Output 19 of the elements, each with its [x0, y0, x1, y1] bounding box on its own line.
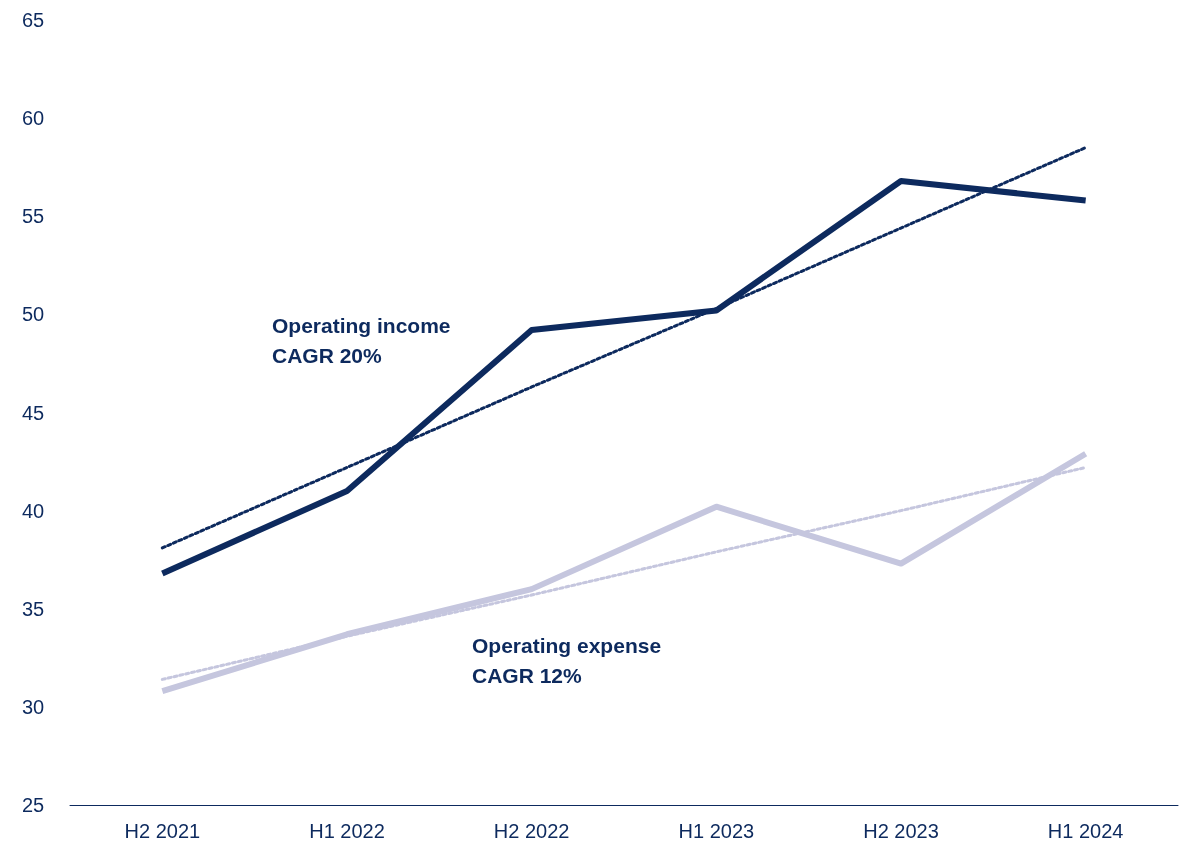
y-tick-label: 30: [22, 695, 45, 718]
annotation: CAGR 12%: [472, 663, 583, 687]
y-tick-label: 60: [22, 107, 45, 130]
y-tick-label: 45: [22, 401, 45, 424]
y-tick-label: 50: [22, 303, 45, 326]
y-tick-label: 25: [22, 794, 45, 816]
text: Operating income: [272, 313, 451, 337]
x-tick-label: H2 2023: [863, 820, 939, 842]
series-label: Operating expense: [472, 633, 662, 657]
annotation: CAGR 20%: [272, 343, 383, 367]
x-tick-label: H1 2024: [1047, 820, 1124, 842]
x-tick-label: H1 2022: [309, 820, 385, 842]
y-tick-label: 55: [22, 205, 45, 228]
x-tick-label: H2 2021: [124, 820, 201, 842]
y-tick-label: 40: [22, 499, 45, 522]
x-tick-label: H1 2023: [678, 820, 755, 842]
y-tick-label: 65: [22, 9, 45, 31]
y-tick-label: 35: [22, 597, 45, 620]
x-tick-label: H2 2022: [493, 820, 570, 842]
